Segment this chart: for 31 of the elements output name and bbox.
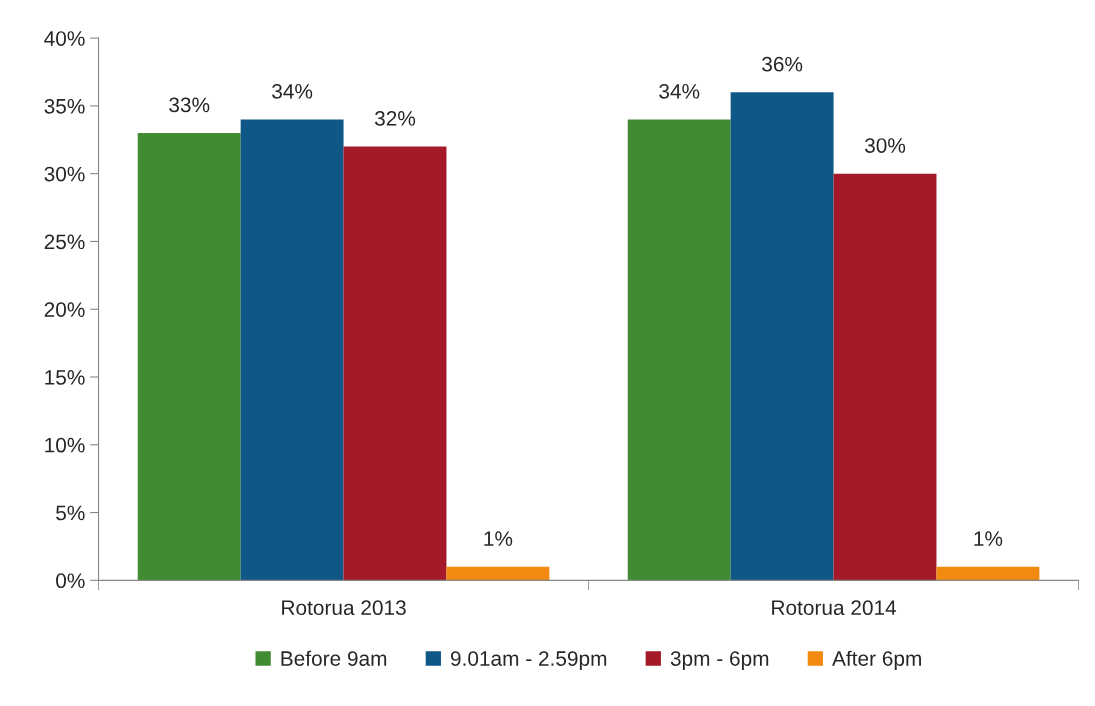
legend-label: Before 9am xyxy=(281,650,387,666)
data-label: 34% xyxy=(659,83,700,99)
data-label: 32% xyxy=(374,111,416,126)
y-tick-label: 30% xyxy=(44,166,85,182)
y-tick-label: 0% xyxy=(56,573,85,589)
y-tick-label: 25% xyxy=(44,234,85,250)
bar xyxy=(627,119,731,581)
y-tick-label: 20% xyxy=(44,302,85,317)
bar xyxy=(343,146,447,581)
y-tick-label: 5% xyxy=(56,505,85,521)
data-label: 33% xyxy=(169,97,210,113)
data-label: 36% xyxy=(762,56,803,72)
bar xyxy=(137,133,241,581)
data-label: 30% xyxy=(864,138,906,153)
bar xyxy=(240,119,344,581)
x-tick-label: Rotorua 2014 xyxy=(772,600,897,616)
bar xyxy=(833,173,937,581)
y-tick-label: 35% xyxy=(44,98,85,114)
y-tick-label: 15% xyxy=(45,370,85,385)
bar xyxy=(936,566,1040,581)
legend-label: 9.01am - 2.59pm xyxy=(450,651,607,671)
legend-label: 3pm - 6pm xyxy=(670,651,769,671)
legend-label: After 6pm xyxy=(832,650,921,671)
y-tick-label: 40% xyxy=(44,31,85,46)
bar xyxy=(446,566,550,581)
x-tick-label: Rotorua 2013 xyxy=(282,600,406,616)
y-tick-label: 10% xyxy=(45,437,85,453)
data-label: 1% xyxy=(484,531,513,546)
bar xyxy=(730,92,834,581)
data-label: 34% xyxy=(272,83,313,99)
data-label: 1% xyxy=(974,531,1003,546)
